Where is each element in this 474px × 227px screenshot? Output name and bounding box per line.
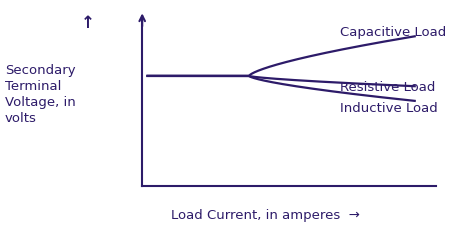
Text: Resistive Load: Resistive Load — [340, 80, 435, 93]
Text: Capacitive Load: Capacitive Load — [340, 26, 446, 39]
Text: Inductive Load: Inductive Load — [340, 101, 438, 114]
Text: ↑: ↑ — [81, 14, 95, 32]
Text: Secondary
Terminal
Voltage, in
volts: Secondary Terminal Voltage, in volts — [5, 64, 75, 124]
Text: Load Current, in amperes  →: Load Current, in amperes → — [171, 208, 360, 221]
